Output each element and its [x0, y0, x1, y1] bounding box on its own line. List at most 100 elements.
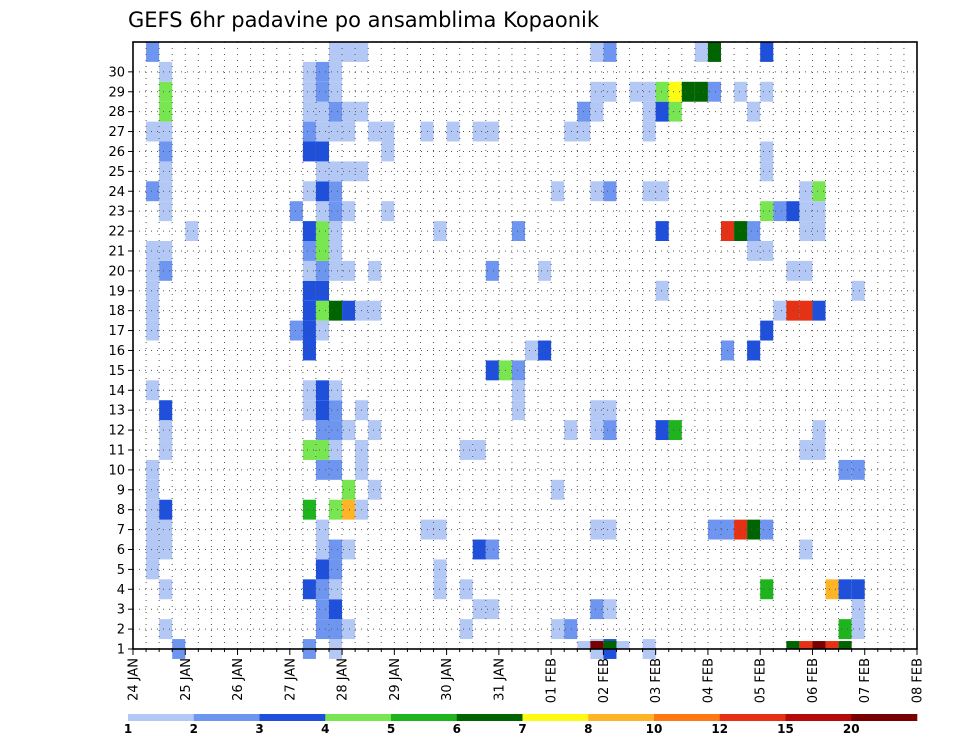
precip-cell [302, 340, 316, 361]
precip-cell [355, 42, 369, 62]
precip-cell [760, 141, 774, 162]
precip-cell [485, 360, 499, 381]
precip-cell [315, 440, 329, 460]
precip-cell [159, 161, 173, 182]
precip-cell [315, 619, 329, 640]
precip-cell [342, 161, 356, 182]
precip-cell [146, 320, 160, 341]
precip-cell [315, 241, 329, 261]
y-tick-label: 23 [108, 205, 125, 220]
precip-cell [433, 519, 447, 540]
precip-cell [760, 241, 774, 261]
colorbar-swatch [785, 714, 852, 721]
colorbar-swatch [391, 714, 458, 721]
precip-cell [159, 81, 173, 102]
colorbar-label: 7 [518, 722, 526, 736]
precip-cell [315, 61, 329, 82]
y-tick-label: 2 [117, 623, 125, 638]
precip-cell [812, 201, 826, 222]
colorbar-label: 4 [321, 722, 329, 736]
y-tick-label: 29 [108, 85, 125, 100]
precip-cell [851, 459, 865, 480]
precip-cell [511, 380, 525, 401]
precip-cell [159, 420, 173, 441]
y-axis-ticks: 1234567891011121314151617181920212223242… [108, 65, 133, 658]
precip-cell [472, 539, 486, 560]
precip-cell [668, 420, 682, 441]
y-tick-label: 12 [108, 424, 125, 439]
y-tick-label: 17 [108, 324, 125, 339]
precip-cell [302, 320, 316, 341]
precip-cell [329, 300, 343, 321]
colorbar-label: 6 [453, 722, 461, 736]
precip-cell [315, 599, 329, 620]
precip-cell [551, 619, 565, 640]
precip-cell [315, 221, 329, 242]
precip-cell [459, 579, 473, 600]
precip-cell [668, 101, 682, 122]
precip-cell [590, 81, 604, 102]
precip-cell [681, 81, 695, 102]
precip-cell [342, 300, 356, 321]
precip-cell [329, 121, 343, 142]
y-tick-label: 9 [117, 483, 125, 498]
precip-cell [329, 61, 343, 82]
precip-cell [472, 121, 486, 142]
precip-cell [146, 539, 160, 560]
y-tick-label: 13 [108, 404, 125, 419]
precip-cell [159, 121, 173, 142]
precip-cell [159, 579, 173, 600]
precip-cell [655, 420, 669, 441]
precip-cell [603, 641, 617, 649]
precip-cell [159, 241, 173, 261]
precip-cell [146, 479, 160, 500]
precip-cell [315, 300, 329, 321]
precip-cell [616, 641, 630, 649]
precip-cell [329, 101, 343, 122]
precip-cell [760, 579, 774, 600]
y-tick-label: 10 [108, 463, 125, 478]
precip-cell [368, 420, 382, 441]
precip-cell [342, 42, 356, 62]
precip-cell [799, 641, 813, 649]
precip-cell [707, 519, 721, 540]
precip-cell [747, 340, 761, 361]
precip-cell [786, 300, 800, 321]
precip-cell [734, 519, 748, 540]
precip-cell [329, 161, 343, 182]
precip-cell [329, 539, 343, 560]
cells-layer [146, 42, 865, 659]
precip-cell [707, 81, 721, 102]
precip-cell [329, 221, 343, 242]
y-tick-label: 18 [108, 304, 125, 319]
x-tick-label: 04 FEB [701, 658, 716, 703]
precip-cell [525, 340, 539, 361]
x-axis-ticks: 24 JAN 25 JAN 26 JAN 27 JAN 28 JAN 29 JAN 30 J… [127, 649, 926, 703]
precip-cell [734, 81, 748, 102]
precip-cell [511, 360, 525, 381]
precip-cell [315, 519, 329, 540]
colorbar-label: 5 [387, 722, 395, 736]
precip-cell [381, 141, 395, 162]
precip-cell [315, 380, 329, 401]
precip-cell [590, 599, 604, 620]
precip-cell [812, 440, 826, 460]
precip-cell [159, 539, 173, 560]
precip-cell [329, 241, 343, 261]
precip-cell [342, 260, 356, 281]
precip-cell [485, 260, 499, 281]
precip-cell [302, 499, 316, 520]
x-tick-label: 01 FEB [545, 658, 560, 703]
precip-cell [655, 221, 669, 242]
precip-cell [315, 280, 329, 301]
colorbar-label: 10 [646, 722, 663, 736]
precip-cell [329, 440, 343, 460]
y-tick-label: 22 [108, 225, 125, 240]
precip-cell [511, 221, 525, 242]
y-tick-label: 25 [108, 165, 125, 180]
precip-cell [329, 181, 343, 202]
precip-cell [302, 280, 316, 301]
precip-cell [315, 181, 329, 202]
precip-cell [329, 380, 343, 401]
precip-cell [747, 519, 761, 540]
